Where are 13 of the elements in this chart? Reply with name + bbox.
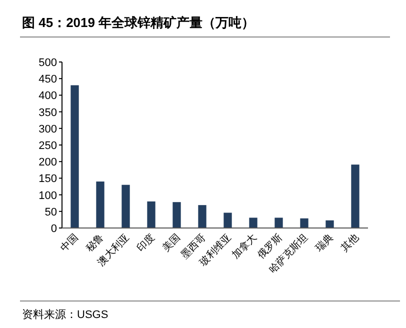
ytick: 100 <box>38 190 57 202</box>
ytick: 50 <box>44 206 57 218</box>
ytick: 450 <box>38 74 57 86</box>
annotation: 资料来源：USGS <box>22 309 108 321</box>
ytick: 400 <box>38 90 57 102</box>
ytick: 300 <box>38 123 57 136</box>
ytick: 350 <box>38 106 57 119</box>
ytick: 150 <box>38 173 57 186</box>
ytick: 500 <box>38 57 57 69</box>
ytick: 200 <box>38 156 57 169</box>
ytick: 0 <box>50 223 57 235</box>
ytick: 250 <box>38 140 57 152</box>
title: 图 45：2019 年全球锌精矿产量（万吨） <box>22 15 255 30</box>
